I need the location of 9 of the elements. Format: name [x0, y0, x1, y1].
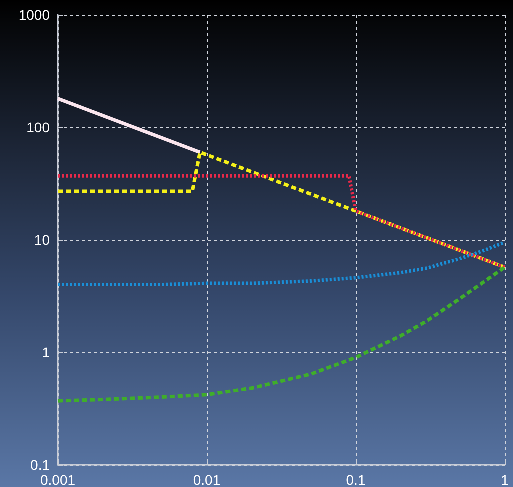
y-tick-label: 100 [26, 120, 50, 136]
x-tick-label: 1 [501, 472, 510, 487]
y-tick-label: 1 [42, 344, 50, 360]
x-tick-label: 0.1 [346, 472, 366, 487]
x-tick-label: 0.01 [193, 472, 221, 487]
y-tick-label: 0.1 [30, 457, 50, 473]
y-tick-label: 1000 [18, 7, 50, 23]
x-tick-label: 0.001 [40, 472, 76, 487]
y-tick-label: 10 [34, 232, 50, 248]
